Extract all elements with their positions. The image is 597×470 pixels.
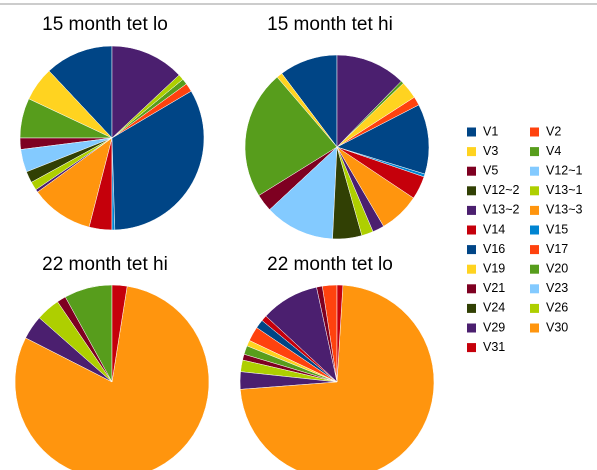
legend-swatch <box>530 323 539 333</box>
legend-swatch <box>530 166 539 176</box>
legend-swatch <box>467 205 476 215</box>
legend-label: V5 <box>483 163 498 177</box>
legend-swatch <box>467 186 476 196</box>
pie-title: 22 month tet lo <box>267 254 393 275</box>
legend-swatch <box>530 264 539 274</box>
legend-label: V24 <box>483 301 505 315</box>
legend-label: V4 <box>546 144 561 158</box>
legend-swatch <box>467 127 476 137</box>
legend-label: V12~2 <box>483 183 520 197</box>
legend-label: V13~1 <box>546 183 583 197</box>
legend-swatch <box>530 127 539 137</box>
legend-swatch <box>467 147 476 157</box>
legend-label: V1 <box>483 124 498 138</box>
pie-slice <box>48 45 113 139</box>
legend-swatch <box>467 264 476 274</box>
pie-slice <box>111 45 180 139</box>
pie-slice <box>269 146 338 240</box>
pie-slice <box>336 54 402 148</box>
pie-title: 22 month tet hi <box>42 254 168 275</box>
legend-label: V19 <box>483 261 505 275</box>
pie-slice <box>244 76 338 196</box>
legend-label: V13~2 <box>483 203 520 217</box>
pie-slice <box>111 284 128 383</box>
legend-label: V14 <box>483 222 505 236</box>
legend-swatch <box>530 245 539 255</box>
legend-label: V12~1 <box>546 163 583 177</box>
pie-title: 15 month tet lo <box>42 14 168 35</box>
legend-label: V26 <box>546 301 568 315</box>
legend-label: V3 <box>483 144 498 158</box>
pie-slice <box>240 284 435 470</box>
pie-title: 15 month tet hi <box>267 14 393 35</box>
legend-swatch <box>467 225 476 235</box>
legend-swatch <box>467 245 476 255</box>
legend-swatch <box>530 147 539 157</box>
legend-label: V17 <box>546 242 568 256</box>
legend-label: V16 <box>483 242 505 256</box>
legend-swatch <box>530 186 539 196</box>
legend-swatch <box>467 303 476 313</box>
legend-swatch <box>530 205 539 215</box>
legend-swatch <box>467 166 476 176</box>
legend-label: V13~3 <box>546 203 583 217</box>
legend-label: V29 <box>483 320 505 334</box>
legend-label: V21 <box>483 281 505 295</box>
legend-label: V23 <box>546 281 568 295</box>
legend-label: V30 <box>546 320 568 334</box>
pie-slice <box>111 90 205 231</box>
legend-swatch <box>530 303 539 313</box>
pie-slice <box>336 284 344 383</box>
legend-swatch <box>467 284 476 294</box>
legend-swatch <box>467 343 476 353</box>
legend-label: V20 <box>546 261 568 275</box>
pie-slice <box>14 285 210 470</box>
legend-label: V31 <box>483 340 505 354</box>
legend-label: V15 <box>546 222 568 236</box>
legend-swatch <box>530 225 539 235</box>
legend-label: V2 <box>546 124 561 138</box>
pie-slice <box>336 104 430 175</box>
legend-swatch <box>467 323 476 333</box>
legend-swatch <box>530 284 539 294</box>
